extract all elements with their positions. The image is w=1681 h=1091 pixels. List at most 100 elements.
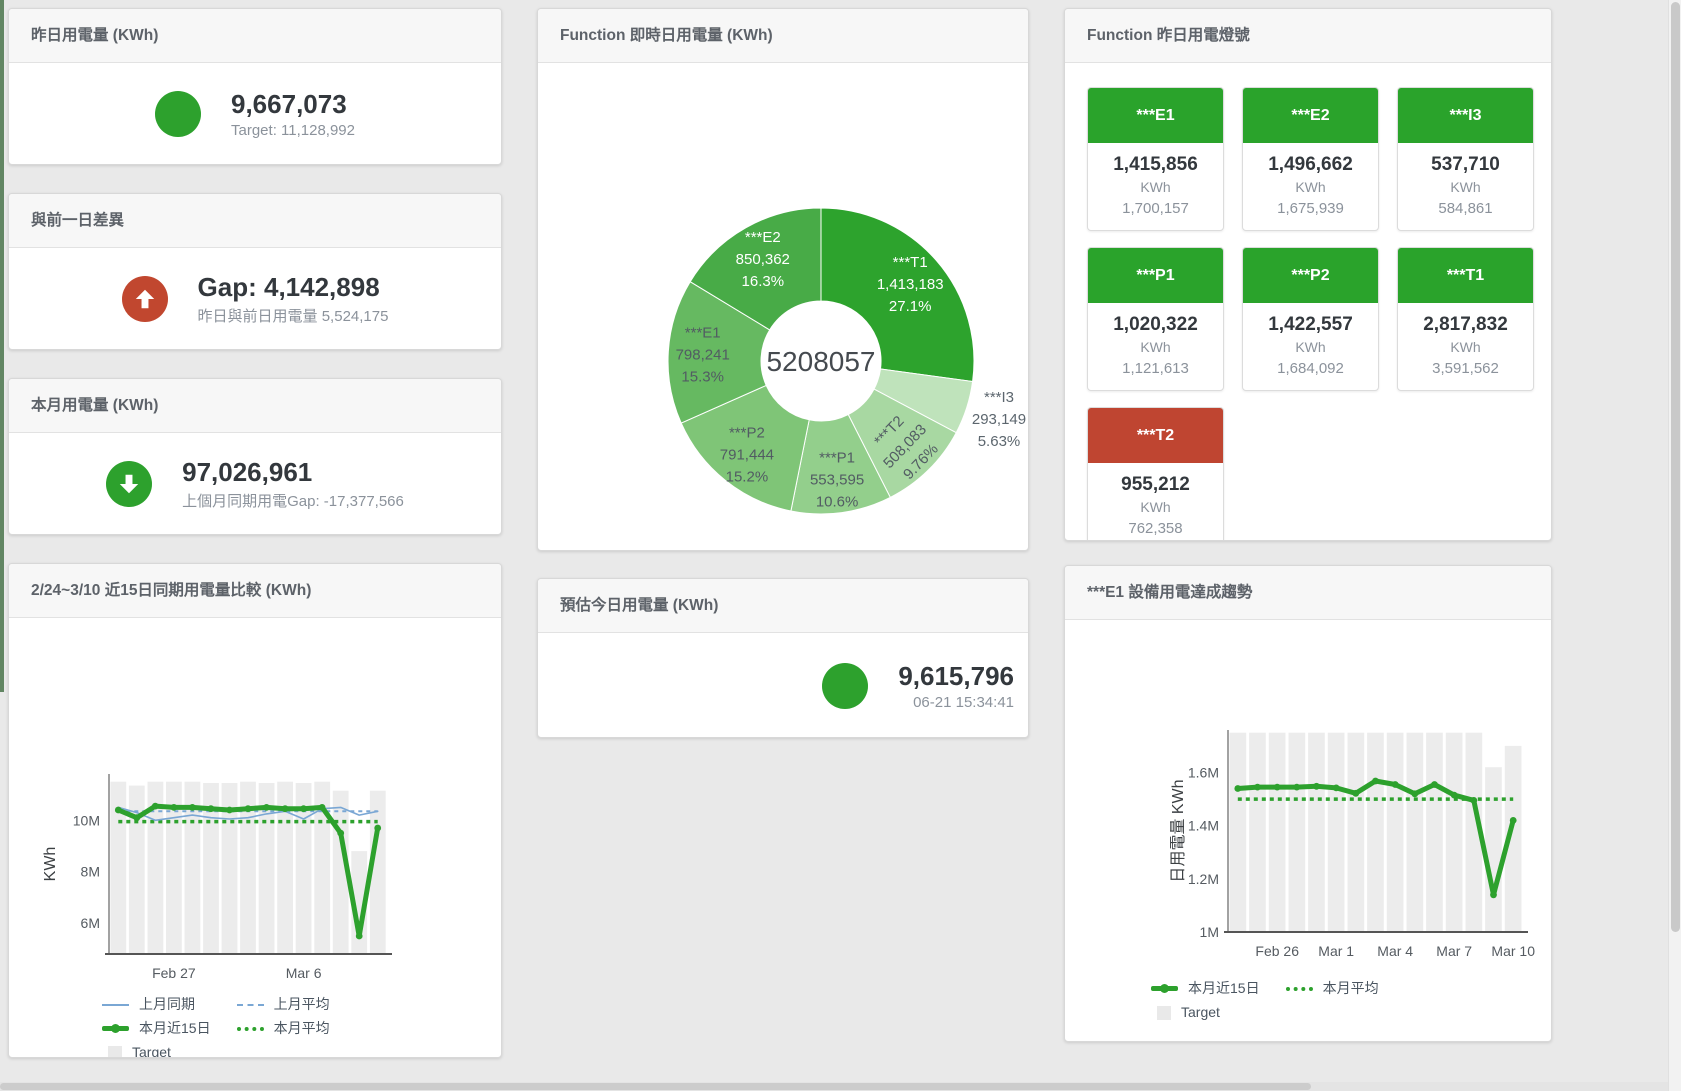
tile-value: 2,817,832 bbox=[1423, 314, 1508, 335]
donut-center-value: 5208057 bbox=[766, 346, 875, 377]
target-bar bbox=[1268, 732, 1286, 932]
legend-item-Target[interactable]: Target bbox=[102, 1043, 211, 1058]
light-tile-T1: ***T1 2,817,832 KWh 3,591,562 bbox=[1397, 247, 1534, 391]
legend-item-本月近15日[interactable]: 本月近15日 bbox=[1151, 979, 1260, 998]
y-tick-label: 1.4M bbox=[1188, 818, 1219, 834]
legend-item-本月平均[interactable]: 本月平均 bbox=[236, 1019, 330, 1038]
donut-slice-E2[interactable] bbox=[689, 207, 822, 331]
e1trend-chart[interactable]: 1M 1.2M 1.4M 1.6M Feb 26 Mar 1 Mar 4 Mar 7 Mar 1… bbox=[1065, 620, 1551, 968]
target-bar bbox=[1308, 732, 1325, 932]
target-bar bbox=[1445, 732, 1463, 932]
panel-e1-trend: ***E1 設備用電達成趨勢 1M 1.2M 1.4M 1.6M Feb 26 Mar 1… bbox=[1064, 565, 1552, 1042]
series-point bbox=[1273, 783, 1281, 791]
y-tick-label: 6M bbox=[81, 915, 100, 931]
vertical-scrollbar bbox=[1668, 0, 1681, 1091]
legend-item-上月平均[interactable]: 上月平均 bbox=[236, 995, 330, 1014]
horizontal-scrollbar-thumb[interactable] bbox=[0, 1083, 1312, 1090]
tile-status-header: ***I3 bbox=[1398, 88, 1533, 143]
target-bar bbox=[184, 781, 201, 954]
tile-value: 537,710 bbox=[1431, 154, 1500, 175]
series-point bbox=[1470, 797, 1478, 804]
y-axis-label: 日用電量 KWh bbox=[1170, 779, 1187, 882]
donut-slice-E1[interactable] bbox=[667, 281, 771, 424]
light-tile-E1: ***E1 1,415,856 KWh 1,700,157 bbox=[1087, 87, 1224, 231]
y-tick-label: 10M bbox=[73, 812, 100, 828]
legend-label: 上月平均 bbox=[273, 996, 330, 1012]
tile-target-value: 1,700,157 bbox=[1122, 200, 1189, 217]
target-bar bbox=[1288, 732, 1306, 932]
series-point bbox=[226, 806, 233, 814]
tile-value: 1,415,856 bbox=[1113, 154, 1198, 175]
legend-label: 本月近15日 bbox=[1188, 980, 1260, 996]
tile-unit: KWh bbox=[1140, 339, 1171, 355]
panel-title: 2/24~3/10 近15日同期用電量比較 (KWh) bbox=[9, 564, 501, 618]
legend-swatch-square bbox=[1157, 1005, 1171, 1020]
series-point bbox=[1411, 790, 1419, 798]
x-tick-label: Feb 27 bbox=[152, 965, 196, 981]
legend-item-本月近15日[interactable]: 本月近15日 bbox=[102, 1019, 211, 1038]
tile-status-header: ***T1 bbox=[1398, 248, 1533, 303]
target-bar bbox=[203, 783, 219, 954]
donut-slice-T1[interactable] bbox=[820, 207, 975, 383]
y-tick-label: 1M bbox=[1200, 924, 1219, 940]
legend-item-上月同期[interactable]: 上月同期 bbox=[102, 995, 211, 1014]
tile-status-header: ***E2 bbox=[1243, 88, 1378, 143]
series-point bbox=[207, 805, 215, 813]
target-bar bbox=[221, 783, 238, 954]
series-point bbox=[114, 806, 122, 814]
legend-label: 上月同期 bbox=[139, 996, 195, 1012]
target-bar bbox=[128, 785, 145, 954]
compare15-chart[interactable]: 6M 8M 10M Feb 27 Mar 6 KWh bbox=[9, 618, 501, 988]
tile-value: 1,496,662 bbox=[1268, 154, 1353, 175]
panel-title: ***E1 設備用電達成趨勢 bbox=[1065, 566, 1551, 620]
tile-target-value: 1,675,939 bbox=[1277, 200, 1344, 217]
light-tile-E2: ***E2 1,496,662 KWh 1,675,939 bbox=[1242, 87, 1379, 231]
left-edge-strip bbox=[0, 0, 4, 692]
target-bar bbox=[295, 783, 312, 954]
e1trend-legend: 本月近15日 本月平均 Target bbox=[1151, 979, 1551, 1022]
target-bar bbox=[277, 781, 293, 954]
series-point bbox=[263, 804, 270, 811]
series-point bbox=[318, 804, 326, 811]
legend-swatch-dashed bbox=[236, 1003, 264, 1006]
series-point bbox=[1431, 781, 1438, 788]
tile-target-value: 762,358 bbox=[1128, 520, 1183, 537]
series-point bbox=[1372, 777, 1379, 785]
dashboard: 昨日用電量 (KWh) 9,667,073 Target: 11,128,992… bbox=[8, 8, 1552, 1058]
target-bar bbox=[314, 781, 331, 954]
tile-unit: KWh bbox=[1295, 339, 1326, 355]
target-bar bbox=[1327, 732, 1345, 932]
arrow-down-icon bbox=[106, 461, 153, 507]
panel-yesterday-usage: 昨日用電量 (KWh) 9,667,073 Target: 11,128,992 bbox=[8, 8, 502, 165]
legend-swatch-square bbox=[108, 1045, 122, 1057]
tile-target-value: 1,121,613 bbox=[1122, 360, 1189, 377]
target-bar bbox=[1406, 732, 1424, 932]
y-tick-label: 8M bbox=[81, 864, 100, 880]
panel-title: 昨日用電量 (KWh) bbox=[9, 9, 501, 63]
series-point bbox=[189, 804, 196, 811]
x-tick-label: Feb 26 bbox=[1255, 943, 1299, 959]
legend-label: Target bbox=[132, 1044, 171, 1058]
donut-label: ***T1 1,413,183 27.1% bbox=[877, 254, 944, 315]
panel-estimate-today: 預估今日用電量 (KWh) 9,615,796 06-21 15:34:41 bbox=[537, 578, 1029, 738]
arrow-up-icon bbox=[121, 276, 168, 322]
target-bar bbox=[1347, 732, 1365, 932]
legend-item-Target[interactable]: Target bbox=[1151, 1003, 1260, 1022]
target-bar bbox=[1386, 732, 1404, 932]
donut-slice-P2[interactable] bbox=[680, 384, 810, 512]
x-tick-label: Mar 6 bbox=[286, 965, 322, 981]
series-point bbox=[1234, 785, 1242, 792]
realtime-donut-chart[interactable]: ***T1 1,413,183 27.1%***I3 293,149 5.63%***T… bbox=[538, 63, 1028, 550]
target-bar bbox=[1229, 732, 1247, 932]
tile-value: 1,422,557 bbox=[1268, 314, 1353, 335]
donut-label: ***E2 850,362 16.3% bbox=[736, 229, 790, 290]
legend-swatch-dotted bbox=[236, 1026, 264, 1031]
vertical-scrollbar-thumb[interactable] bbox=[1671, 2, 1680, 932]
day-gap-value: Gap: 4,142,898 bbox=[197, 272, 380, 302]
target-bar bbox=[1367, 732, 1384, 932]
series-point bbox=[1332, 784, 1340, 792]
legend-item-本月平均[interactable]: 本月平均 bbox=[1285, 979, 1379, 998]
legend-label: 本月平均 bbox=[1322, 980, 1379, 996]
target-bar bbox=[1249, 732, 1266, 932]
target-bar bbox=[240, 781, 256, 954]
